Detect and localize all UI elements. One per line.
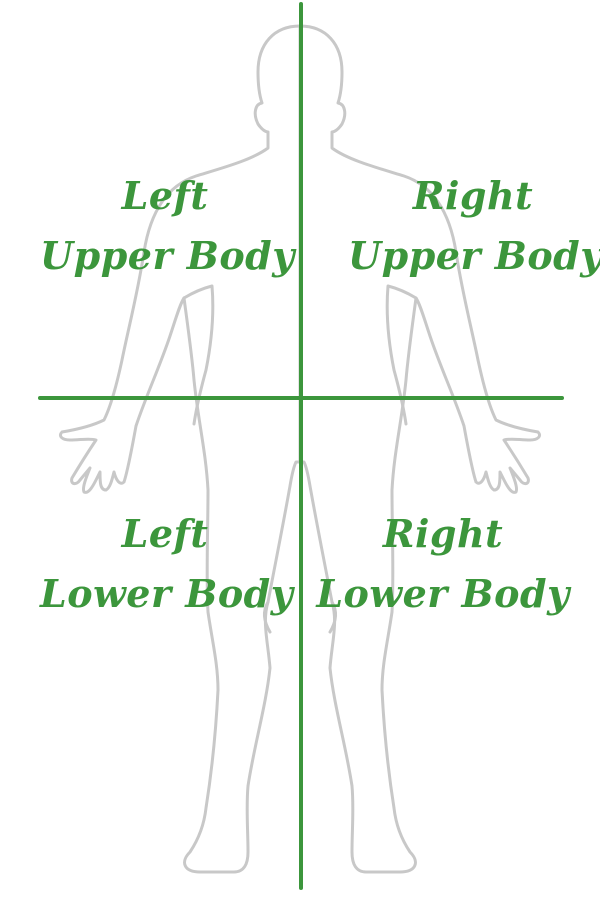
left-upper-body-label: Left Upper Body [40,166,295,286]
right-inner-arm-outline [385,284,418,426]
left-knee-outline [262,600,272,634]
right-lower-label-line1: Right [382,511,504,556]
right-lower-label-line2: Lower Body [316,571,570,616]
left-upper-label-line1: Left [121,173,209,218]
left-lower-label-line1: Left [121,511,209,556]
right-upper-body-label: Right Upper Body [348,166,600,286]
left-lower-body-label: Left Lower Body [40,504,294,624]
right-lower-body-label: Right Lower Body [316,504,570,624]
body-outline [58,24,542,874]
left-lower-label-line2: Lower Body [40,571,294,616]
right-knee-outline [328,600,338,634]
right-upper-label-line1: Right [412,173,534,218]
right-upper-label-line2: Upper Body [348,233,600,278]
left-upper-label-line2: Upper Body [40,233,295,278]
left-inner-arm-outline [182,284,215,426]
